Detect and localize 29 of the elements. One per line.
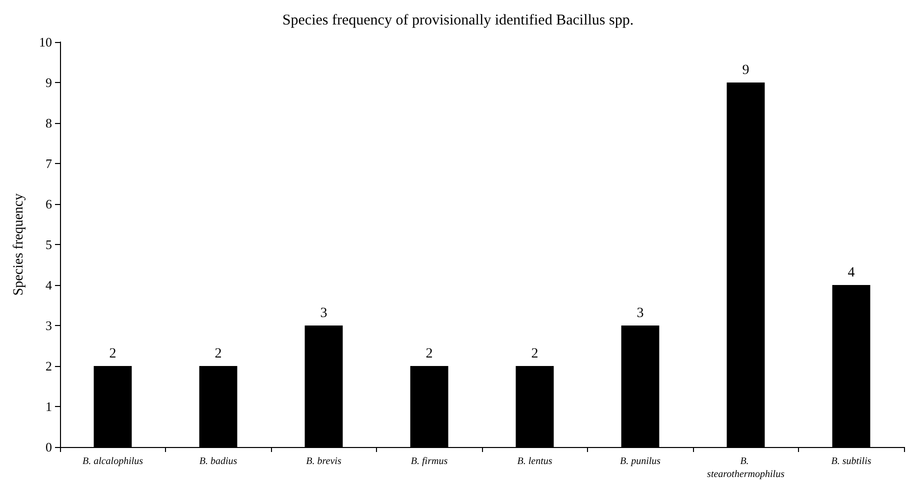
data-label: 3 <box>636 306 644 321</box>
x-tick-label: B. firmus <box>410 456 448 467</box>
data-label: 9 <box>742 63 750 78</box>
x-tick-label: B. alcalophilus <box>82 456 144 467</box>
x-tick-label: B. brevis <box>306 456 342 467</box>
y-tick-label: 7 <box>46 156 52 171</box>
chart-title: Species frequency of provisionally identified Bacillus spp. <box>282 12 634 28</box>
x-tick-label: B. stearothermophilus <box>707 456 785 480</box>
y-tick-label: 8 <box>46 116 52 130</box>
data-label: 2 <box>214 346 222 362</box>
y-tick-label: 5 <box>46 237 52 252</box>
data-label: 3 <box>320 306 328 321</box>
y-tick-label: 6 <box>46 196 52 212</box>
y-axis-title: Species frequency <box>12 193 26 296</box>
y-tick-label: 3 <box>46 318 52 333</box>
y-tick-label: 4 <box>46 278 52 292</box>
x-tick-label: B. punilus <box>620 456 661 467</box>
data-label: 4 <box>848 266 855 280</box>
y-tick-label: 1 <box>46 399 52 414</box>
y-tick-label: 0 <box>46 440 52 454</box>
data-label: 2 <box>531 346 538 362</box>
y-tick-label: 10 <box>39 34 52 50</box>
x-tick-label: B. subtilis <box>831 456 872 467</box>
x-tick-label: B. badius <box>199 456 238 467</box>
x-tick-label: B. lentus <box>517 456 552 467</box>
y-tick-label: 2 <box>46 358 52 374</box>
data-label: 2 <box>109 346 116 362</box>
y-tick-label: 9 <box>46 75 52 90</box>
data-label: 2 <box>426 346 433 362</box>
